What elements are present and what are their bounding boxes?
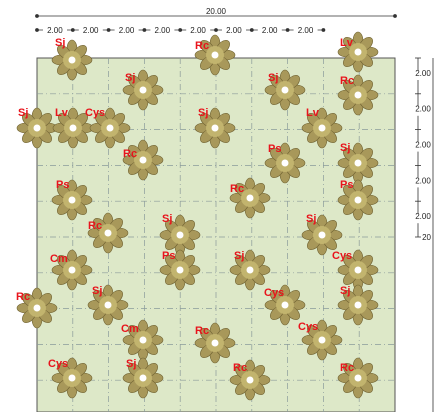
label-bg bbox=[293, 24, 318, 34]
plant-label: Sj bbox=[92, 285, 102, 297]
plant-label: Cm bbox=[50, 253, 68, 265]
plant-label: Sj bbox=[268, 72, 278, 84]
plant-label: Ps bbox=[162, 250, 175, 262]
plant-label: Rc bbox=[340, 75, 354, 87]
dimension-tick bbox=[285, 28, 290, 32]
dimension-label: 2.00 bbox=[47, 26, 63, 35]
plant-label: Ps bbox=[56, 179, 69, 191]
plant-label: Lv bbox=[55, 107, 69, 119]
label-bg bbox=[257, 24, 282, 34]
dimension-label: 2.00 bbox=[415, 141, 431, 150]
dimension-label: 2.00 bbox=[298, 26, 314, 35]
plant-label: Rc bbox=[233, 362, 247, 374]
plant-label: Sj bbox=[340, 285, 350, 297]
label-bg bbox=[222, 24, 246, 34]
plant-label: Lv bbox=[306, 107, 320, 119]
plant-label: Cys bbox=[264, 287, 284, 299]
dimension-tick bbox=[35, 14, 39, 18]
dimension-tick bbox=[393, 14, 397, 18]
plant-label: Sj bbox=[126, 358, 136, 370]
dimension-label: 2.00 bbox=[415, 69, 431, 78]
plant-label: Sj bbox=[18, 107, 28, 119]
label-bg bbox=[114, 24, 139, 34]
label-bg bbox=[414, 70, 432, 80]
plant-label: Rc bbox=[195, 325, 209, 337]
plant-label: Cys bbox=[85, 107, 105, 119]
dimension-tick bbox=[35, 28, 39, 32]
dimension-tick bbox=[70, 28, 75, 32]
plant-label: Sj bbox=[198, 107, 208, 119]
plant-label: Rc bbox=[340, 362, 354, 374]
dimension-tick bbox=[321, 28, 326, 32]
plant-label: Sj bbox=[55, 37, 65, 49]
dimension-label: 2.00 bbox=[226, 26, 242, 35]
plant-label: Sj bbox=[125, 72, 135, 84]
dimension-label: 2.00 bbox=[262, 26, 278, 35]
label-bg bbox=[150, 24, 175, 34]
label-bg bbox=[186, 24, 211, 34]
plant-label: Cm bbox=[121, 323, 139, 335]
plant-label: Rc bbox=[123, 148, 137, 160]
label-bg bbox=[78, 24, 103, 34]
plant-label: Sj bbox=[162, 213, 172, 225]
dimension-tick bbox=[106, 28, 111, 32]
label-bg bbox=[414, 105, 432, 116]
plant-label: Sj bbox=[306, 213, 316, 225]
label-bg bbox=[414, 177, 432, 188]
dimension-label: 2.00 bbox=[415, 105, 431, 114]
plant-label: Ps bbox=[340, 179, 353, 191]
dimension-label: 2.00 bbox=[415, 176, 431, 185]
dimension-tick bbox=[142, 28, 147, 32]
dimension-tick bbox=[249, 28, 254, 32]
dimension-label: 2.00 bbox=[415, 212, 431, 221]
dimension-label: 20.00 bbox=[206, 7, 227, 16]
plant-label: Cys bbox=[298, 321, 318, 333]
plant-label: Rc bbox=[16, 291, 30, 303]
dimension-label: 20 bbox=[422, 233, 431, 242]
plant-label: Ps bbox=[268, 143, 281, 155]
dimension-tick bbox=[214, 28, 218, 32]
plant-label: Cys bbox=[48, 358, 68, 370]
label-bg bbox=[43, 24, 67, 34]
plant-label: Sj bbox=[234, 250, 244, 262]
dimension-label: 2.00 bbox=[83, 26, 99, 35]
plant-label: Cys bbox=[332, 250, 352, 262]
plant-label: Rc bbox=[195, 40, 209, 52]
dimension-tick bbox=[178, 28, 183, 32]
labels: Sj Rc Lv Sj Sj Rc Sj Lv Cys Sj Lv Rc Ps Sj Rc Ps Ps Rc Sj S… bbox=[16, 37, 354, 374]
plant-label: Sj bbox=[340, 142, 350, 154]
label-bg bbox=[414, 213, 432, 224]
plant-label: Rc bbox=[88, 220, 102, 232]
dimension-label: 2.00 bbox=[119, 26, 135, 35]
dimensions: 20.00 2.00 2.00 2.00 2.00 2.00 2.00 2.00 2.00 2.0… bbox=[35, 7, 434, 412]
dimension-label: 2.00 bbox=[190, 26, 206, 35]
plant-label: Lv bbox=[340, 37, 354, 49]
dimension-label: 2.00 bbox=[155, 26, 171, 35]
plant-label: Rc bbox=[230, 183, 244, 195]
label-bg bbox=[414, 141, 432, 152]
